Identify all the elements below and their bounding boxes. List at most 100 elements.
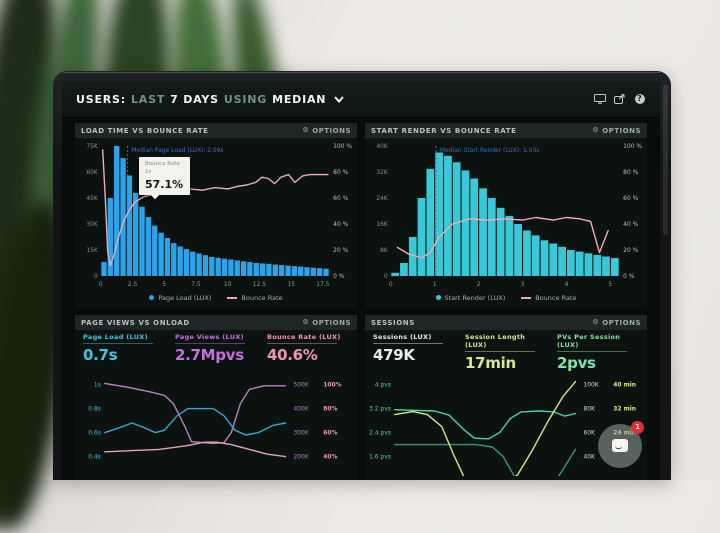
tooltip-series: Bounce Rate — [145, 161, 180, 167]
series-line — [394, 380, 577, 476]
header-title-segment: USING — [223, 92, 268, 106]
panel-header: START RENDER VS BOUNCE RATE ⚙ OPTIONS — [365, 123, 647, 138]
metric-value: 17min — [465, 354, 516, 372]
options-button[interactable]: ⚙ OPTIONS — [592, 127, 641, 135]
bezel-glare — [663, 85, 668, 235]
svg-text:20 %: 20 % — [623, 247, 638, 254]
svg-text:40K: 40K — [583, 454, 596, 461]
metric-page-load: Page Load (LUX) 0.7s — [83, 333, 165, 371]
options-label: OPTIONS — [312, 318, 351, 327]
chart-legend: Page Load (LUX) Bounce Rate — [75, 290, 357, 305]
metric-label: Page Views (LUX) — [175, 333, 244, 341]
metric-value: 40.6% — [267, 346, 318, 364]
metric-session-length: Session Length (LUX) 17min — [465, 333, 547, 372]
header-icon-group: ? — [593, 94, 646, 105]
svg-text:40 %: 40 % — [333, 221, 348, 228]
svg-text:15K: 15K — [86, 247, 99, 254]
series-line — [104, 441, 287, 458]
svg-text:16K: 16K — [376, 221, 389, 228]
metrics-row: Sessions (LUX) 479K Session Length (LUX)… — [365, 330, 647, 372]
options-label: OPTIONS — [602, 318, 641, 327]
photo-background: USERS: LAST 7 DAYS USING MEDIAN — [0, 0, 671, 533]
chart-legend: Start Render (LUX) Bounce Rate — [365, 290, 647, 305]
svg-text:60K: 60K — [86, 169, 99, 176]
svg-text:0 %: 0 % — [623, 273, 635, 280]
legend-dot-swatch — [435, 295, 441, 300]
histogram-bars — [391, 152, 619, 277]
display-icon[interactable] — [593, 94, 606, 105]
gear-icon: ⚙ — [592, 318, 600, 326]
metric-label: Sessions (LUX) — [373, 333, 432, 341]
svg-text:2.4 pvs: 2.4 pvs — [369, 430, 391, 437]
start-render-chart[interactable]: 40K 32K 24K 16K 8K 0 100 % 80 % 60 % 40 % 20 % 0 % M… — [365, 138, 647, 290]
panel-title: LOAD TIME VS BOUNCE RATE — [81, 126, 209, 135]
help-icon[interactable]: ? — [633, 94, 646, 105]
svg-text:0.8s: 0.8s — [88, 406, 101, 413]
svg-text:0.6s: 0.6s — [88, 430, 101, 437]
svg-text:1: 1 — [433, 281, 437, 288]
metric-label: Page Load (LUX) — [83, 333, 148, 341]
svg-text:Median Start Render (LUX): 1.0: Median Start Render (LUX): 1.03s — [440, 147, 539, 154]
svg-text:0: 0 — [99, 281, 103, 288]
metric-value: 2.7Mpvs — [175, 346, 244, 364]
svg-text:100 %: 100 % — [333, 143, 352, 150]
svg-text:300K: 300K — [293, 430, 309, 437]
dashboard-screen: USERS: LAST 7 DAYS USING MEDIAN — [62, 81, 660, 480]
svg-text:80%: 80% — [323, 406, 337, 413]
panel-title: PAGE VIEWS VS ONLOAD — [81, 318, 190, 327]
options-button[interactable]: ⚙ OPTIONS — [302, 127, 351, 135]
notification-badge: 1 — [631, 421, 644, 434]
share-icon[interactable] — [613, 94, 626, 105]
chat-widget-button[interactable]: 1 — [598, 421, 644, 468]
metric-pvs-per-session: PVs Per Session (LUX) 2pvs — [557, 333, 639, 372]
histogram-bars — [101, 146, 329, 276]
metric-rule — [373, 343, 443, 344]
svg-text:4 pvs: 4 pvs — [375, 382, 391, 389]
svg-text:40 %: 40 % — [623, 221, 638, 228]
chart-tooltip: Bounce Rate 1s 57.1% — [139, 157, 191, 199]
legend-item: Page Load (LUX) — [149, 294, 211, 302]
svg-text:40 min: 40 min — [613, 382, 636, 389]
tooltip-x-label: 1s — [145, 169, 152, 176]
gear-icon: ⚙ — [302, 318, 310, 326]
sessions-chart[interactable]: 4 pvs 3.2 pvs 2.4 pvs 1.6 pvs 100K 80K 60K 40K 4… — [365, 371, 647, 476]
metrics-row: Page Load (LUX) 0.7s Page Views (LUX) 2.… — [75, 330, 357, 371]
svg-text:24K: 24K — [376, 195, 389, 202]
svg-text:4: 4 — [565, 281, 569, 288]
options-button[interactable]: ⚙ OPTIONS — [302, 319, 351, 327]
header-title-segment: MEDIAN — [272, 92, 327, 106]
svg-text:30K: 30K — [86, 221, 99, 228]
header-title-segment: LAST — [130, 92, 166, 106]
page-views-onload-chart[interactable]: 1s 0.8s 0.6s 0.4s 500K 400K 300K 200K 100% 80% 60%… — [75, 371, 357, 476]
svg-text:5: 5 — [162, 281, 166, 288]
metric-rule — [83, 343, 153, 344]
svg-text:1.6 pvs: 1.6 pvs — [369, 454, 391, 461]
svg-text:45K: 45K — [86, 195, 99, 202]
header-title-segment: 7 DAYS — [170, 92, 219, 106]
users-filter-dropdown[interactable]: USERS: LAST 7 DAYS USING MEDIAN — [76, 92, 345, 106]
svg-text:10: 10 — [224, 281, 232, 288]
legend-label: Start Render (LUX) — [444, 293, 506, 302]
load-time-chart[interactable]: 75K 60K 45K 30K 15K 0 100 % 80 % 60 % 40 % 20 % 0 %… — [75, 138, 357, 290]
svg-text:32K: 32K — [376, 169, 389, 176]
dashboard-header: USERS: LAST 7 DAYS USING MEDIAN — [62, 81, 660, 118]
chevron-down-icon — [334, 95, 345, 103]
legend-dot-swatch — [149, 295, 155, 300]
metric-sessions: Sessions (LUX) 479K — [373, 333, 455, 371]
series-line — [394, 443, 577, 476]
svg-text:32 min: 32 min — [613, 406, 636, 413]
options-button[interactable]: ⚙ OPTIONS — [592, 319, 641, 327]
svg-text:75K: 75K — [86, 143, 99, 150]
metric-bounce-rate: Bounce Rate (LUX) 40.6% — [267, 333, 349, 371]
metric-page-views: Page Views (LUX) 2.7Mpvs — [175, 333, 257, 371]
svg-text:2: 2 — [477, 281, 481, 288]
legend-line-swatch — [227, 296, 238, 299]
metric-value: 0.7s — [83, 346, 118, 364]
svg-text:100%: 100% — [323, 382, 341, 389]
svg-text:60K: 60K — [583, 430, 596, 437]
svg-text:7.5: 7.5 — [191, 281, 201, 288]
metric-rule — [267, 343, 337, 344]
svg-text:20 %: 20 % — [333, 247, 348, 254]
svg-text:0.4s: 0.4s — [88, 454, 101, 461]
svg-text:Median Page Load (LUX): 2.09s: Median Page Load (LUX): 2.09s — [131, 147, 223, 154]
